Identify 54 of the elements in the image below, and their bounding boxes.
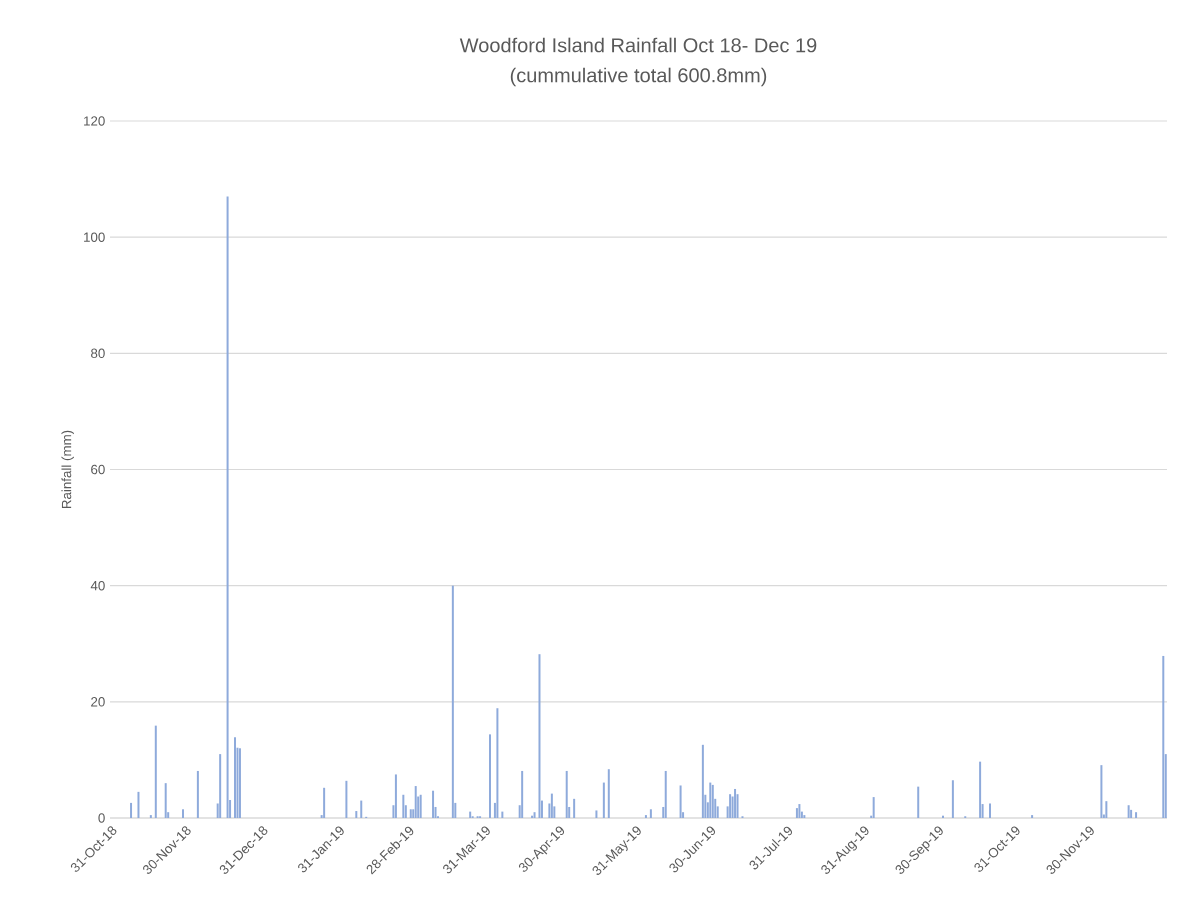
bar xyxy=(872,797,875,818)
bar xyxy=(989,803,992,818)
bar xyxy=(664,770,667,818)
bar xyxy=(323,787,326,818)
y-tick-label: 60 xyxy=(91,464,105,475)
bar xyxy=(644,815,647,818)
bar xyxy=(182,809,185,818)
bar xyxy=(1135,812,1138,818)
bar xyxy=(917,786,920,818)
y-tick-label: 100 xyxy=(84,232,105,242)
bar xyxy=(226,196,229,818)
bar xyxy=(521,770,524,818)
bar xyxy=(679,785,682,818)
bar xyxy=(1162,655,1165,818)
bar xyxy=(234,737,237,818)
bar xyxy=(394,774,397,818)
bar xyxy=(469,811,472,818)
bar xyxy=(550,793,553,818)
bar xyxy=(803,815,806,818)
bar xyxy=(130,802,133,818)
bar xyxy=(409,809,412,818)
y-axis-title: Rainfall (mm) xyxy=(61,430,74,509)
bar xyxy=(1100,765,1103,818)
bar xyxy=(602,782,605,818)
bar xyxy=(451,585,454,818)
chart-title: Woodford Island Rainfall Oct 18- Dec 19 xyxy=(459,37,817,53)
chart-subtitle: (cummulative total 600.8mm) xyxy=(510,67,767,87)
bar xyxy=(607,769,610,818)
y-tick-label: 20 xyxy=(91,697,105,707)
y-tick-label: 120 xyxy=(84,116,105,126)
bar xyxy=(196,770,199,818)
bar xyxy=(701,744,704,818)
y-tick-label: 80 xyxy=(91,348,105,359)
bar xyxy=(402,794,405,818)
bar xyxy=(149,815,152,818)
bar xyxy=(414,786,417,818)
bar xyxy=(1127,805,1130,818)
bar xyxy=(164,783,167,818)
bar xyxy=(1130,809,1133,818)
y-tick-label: 0 xyxy=(98,813,105,823)
bar xyxy=(1031,815,1034,818)
bar xyxy=(595,810,598,818)
bar xyxy=(488,734,491,818)
bar xyxy=(649,809,652,818)
bar xyxy=(1105,801,1108,818)
bar xyxy=(538,654,541,818)
bar xyxy=(154,725,157,818)
bar xyxy=(951,780,954,818)
bar xyxy=(795,808,798,818)
bar xyxy=(565,770,568,818)
y-tick-label: 40 xyxy=(90,580,105,591)
bar xyxy=(219,754,222,818)
bar xyxy=(979,761,982,818)
bar xyxy=(137,791,140,818)
